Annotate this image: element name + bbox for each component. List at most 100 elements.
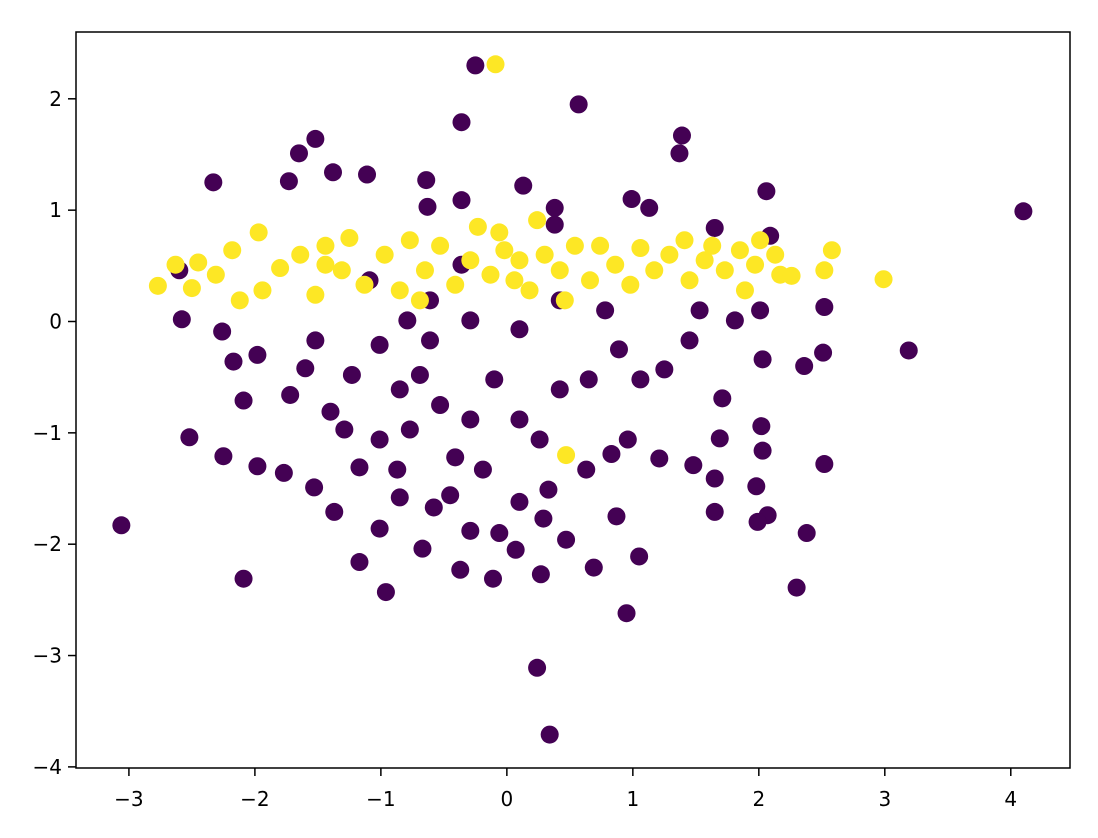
scatter-point [591,236,610,255]
scatter-point [640,198,659,217]
scatter-point [424,498,443,517]
scatter-point [431,236,450,255]
x-tick-label: 4 [1004,787,1017,811]
scatter-point [695,251,714,270]
scatter-point [321,402,340,421]
scatter-point [680,271,699,290]
scatter-point [417,171,436,190]
scatter-point [390,380,409,399]
scatter-point [473,460,492,479]
scatter-point [274,463,293,482]
scatter-point [631,239,650,258]
scatter-point [358,165,377,184]
scatter-point [249,223,268,242]
scatter-point [306,285,325,304]
scatter-point [680,331,699,350]
scatter-point [874,270,893,289]
scatter-point [461,521,480,540]
scatter-point [715,261,734,280]
scatter-point [495,241,514,260]
scatter-point [234,569,253,588]
scatter-point [748,512,767,531]
scatter-point [355,275,374,294]
scatter-point [534,509,553,528]
scatter-point [410,291,429,310]
scatter-point [730,241,749,260]
scatter-point [520,281,539,300]
plot-frame [75,31,1071,769]
scatter-point [752,417,771,436]
scatter-point [316,255,335,274]
scatter-point [431,396,450,415]
scatter-point [814,343,833,362]
scatter-point [725,311,744,330]
scatter-point [645,261,664,280]
scatter-point [490,524,509,543]
scatter-point [569,95,588,114]
x-tick-label: 2 [752,787,765,811]
scatter-point [550,261,569,280]
scatter-point [815,261,834,280]
scatter-point [672,126,691,145]
scatter-point [204,173,223,192]
scatter-point [332,261,351,280]
scatter-point [510,492,529,511]
scatter-point [545,198,564,217]
scatter-point [618,430,637,449]
scatter-point [281,385,300,404]
x-tick-label: 3 [878,787,891,811]
scatter-point [531,565,550,584]
scatter-point [557,530,576,549]
scatter-point [112,516,131,535]
scatter-point [565,236,584,255]
scatter-point [505,271,524,290]
scatter-point [670,144,689,163]
scatter-point [655,360,674,379]
scatter-point [148,276,167,295]
scatter-point [795,357,814,376]
y-tick-label: −3 [33,644,62,668]
scatter-point [224,352,243,371]
scatter-point [621,275,640,294]
scatter-point [622,190,641,209]
scatter-point [400,420,419,439]
scatter-point [390,488,409,507]
scatter-point [705,218,724,237]
scatter-point [206,265,225,284]
scatter-point [782,266,801,285]
scatter-point [305,478,324,497]
scatter-point [815,455,834,474]
scatter-point [607,507,626,526]
scatter-point [528,211,547,230]
scatter-point [279,172,298,191]
scatter-point [557,446,576,465]
scatter-point [484,569,503,588]
scatter-point [350,458,369,477]
scatter-point [481,265,500,284]
scatter-point [746,255,765,274]
scatter-point [452,113,471,132]
scatter-point [550,380,569,399]
x-tick-label: 1 [626,787,639,811]
scatter-point [172,310,191,329]
scatter-point [815,298,834,317]
scatter-point [766,245,785,264]
y-tick-label: 2 [49,87,62,111]
scatter-point [189,253,208,272]
scatter-point [316,236,335,255]
scatter-point [713,389,732,408]
scatter-point [370,519,389,538]
x-tick-label: −3 [114,787,143,811]
scatter-point [514,176,533,195]
scatter-point [596,301,615,320]
x-tick-label: −1 [366,787,395,811]
scatter-point [684,456,703,475]
scatter-point [631,370,650,389]
scatter-point [735,281,754,300]
scatter-point [660,245,679,264]
scatter-point [705,502,724,521]
scatter-point [166,255,185,274]
scatter-point [248,345,267,364]
scatter-point [446,275,465,294]
scatter-point [510,410,529,429]
